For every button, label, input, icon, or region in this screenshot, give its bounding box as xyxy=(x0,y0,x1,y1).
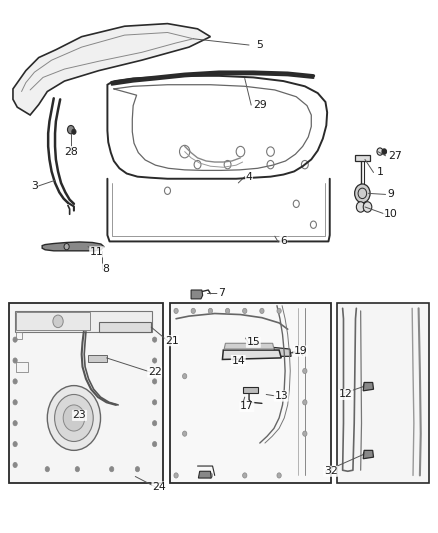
Text: 13: 13 xyxy=(274,391,288,401)
Text: 10: 10 xyxy=(384,209,398,219)
Text: 4: 4 xyxy=(246,172,252,182)
Circle shape xyxy=(110,466,114,472)
Polygon shape xyxy=(170,303,331,483)
Text: 9: 9 xyxy=(387,189,394,199)
Circle shape xyxy=(191,308,195,313)
Text: 21: 21 xyxy=(165,336,179,346)
Circle shape xyxy=(13,441,17,447)
Polygon shape xyxy=(15,311,152,332)
Circle shape xyxy=(13,463,17,467)
Circle shape xyxy=(135,466,140,472)
Polygon shape xyxy=(223,350,281,359)
Polygon shape xyxy=(363,383,374,391)
Circle shape xyxy=(13,337,17,342)
Polygon shape xyxy=(224,343,274,349)
Circle shape xyxy=(243,473,247,478)
Text: 27: 27 xyxy=(388,151,402,161)
Text: 5: 5 xyxy=(256,39,263,50)
Circle shape xyxy=(355,184,370,203)
Circle shape xyxy=(303,368,307,374)
Text: 15: 15 xyxy=(247,337,260,347)
Circle shape xyxy=(277,473,281,478)
Text: 17: 17 xyxy=(240,401,254,411)
Text: 12: 12 xyxy=(339,390,353,399)
Circle shape xyxy=(55,394,93,441)
Circle shape xyxy=(72,129,76,134)
Circle shape xyxy=(75,466,80,472)
Circle shape xyxy=(363,384,368,390)
Circle shape xyxy=(303,431,307,436)
Text: 24: 24 xyxy=(152,482,166,492)
Polygon shape xyxy=(243,386,258,393)
Circle shape xyxy=(382,149,386,154)
Polygon shape xyxy=(274,348,291,357)
Polygon shape xyxy=(337,303,429,483)
Circle shape xyxy=(208,308,212,313)
Circle shape xyxy=(226,308,230,313)
Circle shape xyxy=(13,358,17,363)
Circle shape xyxy=(357,201,365,212)
Circle shape xyxy=(67,125,74,134)
Polygon shape xyxy=(13,23,210,115)
Circle shape xyxy=(363,201,372,212)
Circle shape xyxy=(53,315,63,328)
Circle shape xyxy=(152,337,157,342)
Text: 28: 28 xyxy=(64,147,78,157)
Text: 11: 11 xyxy=(90,247,103,257)
Circle shape xyxy=(260,308,264,313)
Circle shape xyxy=(303,400,307,405)
Text: 22: 22 xyxy=(148,367,162,377)
Text: 3: 3 xyxy=(31,181,38,190)
Text: 14: 14 xyxy=(231,356,245,366)
Circle shape xyxy=(208,473,212,478)
Circle shape xyxy=(183,431,187,436)
Text: 8: 8 xyxy=(102,264,109,274)
Text: 23: 23 xyxy=(73,410,86,421)
Polygon shape xyxy=(88,356,107,361)
Text: 6: 6 xyxy=(280,237,287,246)
Text: 1: 1 xyxy=(377,167,383,177)
Circle shape xyxy=(13,421,17,426)
Circle shape xyxy=(377,148,383,155)
Text: 32: 32 xyxy=(324,466,337,477)
Polygon shape xyxy=(191,290,203,299)
Circle shape xyxy=(152,379,157,384)
Circle shape xyxy=(152,421,157,426)
Polygon shape xyxy=(42,242,104,251)
Circle shape xyxy=(47,385,101,450)
Text: 19: 19 xyxy=(294,346,307,356)
Circle shape xyxy=(174,473,178,478)
Polygon shape xyxy=(356,155,370,161)
Circle shape xyxy=(277,308,281,313)
Circle shape xyxy=(152,400,157,405)
Circle shape xyxy=(183,374,187,379)
Polygon shape xyxy=(16,312,90,330)
Polygon shape xyxy=(9,303,163,483)
Circle shape xyxy=(152,441,157,447)
Circle shape xyxy=(13,400,17,405)
Circle shape xyxy=(13,379,17,384)
Circle shape xyxy=(174,308,178,313)
Polygon shape xyxy=(198,471,211,478)
Circle shape xyxy=(363,451,368,458)
Circle shape xyxy=(45,466,49,472)
Circle shape xyxy=(64,244,69,250)
Circle shape xyxy=(152,358,157,363)
Polygon shape xyxy=(363,450,374,459)
Polygon shape xyxy=(99,322,151,332)
Text: 29: 29 xyxy=(253,100,267,110)
Circle shape xyxy=(63,405,85,431)
Circle shape xyxy=(243,308,247,313)
Text: 7: 7 xyxy=(218,288,225,297)
